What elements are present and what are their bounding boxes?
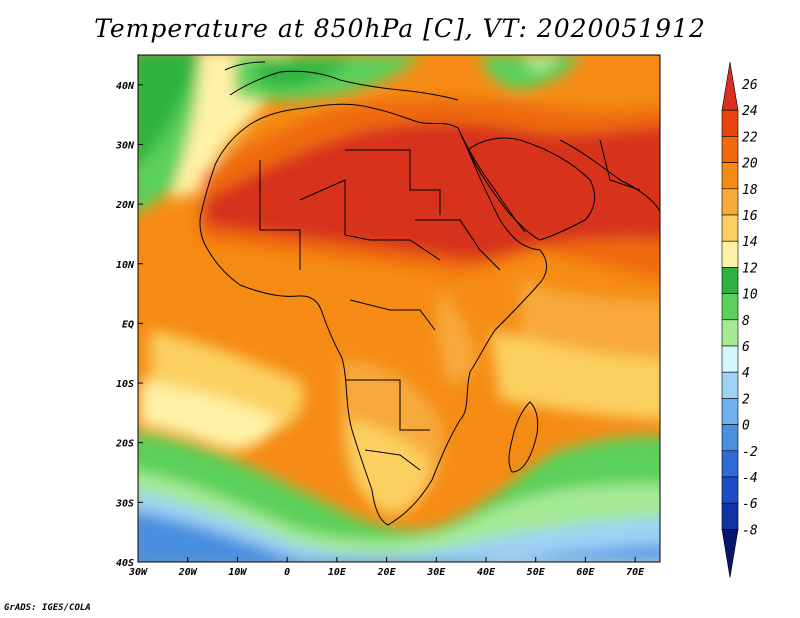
colorbar-label: 0 bbox=[742, 419, 750, 434]
x-tick-label: 10W bbox=[228, 567, 247, 578]
colorbar-swatch bbox=[721, 267, 739, 294]
colorbar-swatch bbox=[721, 61, 739, 111]
x-tick-label: 20E bbox=[377, 567, 397, 578]
colorbar-swatch bbox=[721, 502, 739, 530]
colorbar-label: 12 bbox=[742, 261, 758, 276]
colorbar-swatch bbox=[721, 136, 739, 163]
y-tick-label: 30N bbox=[115, 140, 135, 151]
y-tick-label: 10S bbox=[116, 379, 134, 390]
colorbar-swatch bbox=[721, 109, 739, 137]
colorbar-swatch bbox=[721, 371, 739, 399]
colorbar-swatch bbox=[721, 424, 739, 452]
colorbar-label: -2 bbox=[742, 445, 758, 460]
colorbar-label: 10 bbox=[742, 288, 758, 303]
colorbar-swatch bbox=[721, 188, 739, 216]
credit-text: GrADS: IGES/COLA bbox=[4, 603, 91, 613]
x-tick-label: 20W bbox=[178, 567, 198, 578]
coastlines-and-borders bbox=[199, 61, 660, 526]
colorbar-label: 24 bbox=[742, 104, 758, 119]
temperature-field bbox=[138, 55, 660, 562]
y-tick-label: 10N bbox=[116, 260, 135, 271]
colorbar-swatch bbox=[721, 319, 739, 347]
x-tick-label: 30W bbox=[128, 567, 148, 578]
colorbar-label: 6 bbox=[742, 340, 750, 355]
colorbar-swatch bbox=[721, 476, 739, 504]
y-tick-label: EQ bbox=[122, 319, 134, 330]
colorbar-swatch bbox=[721, 450, 739, 478]
colorbar-swatch bbox=[721, 529, 739, 578]
x-tick-label: 30E bbox=[426, 567, 446, 578]
colorbar-label: 22 bbox=[742, 130, 758, 145]
y-axis: 40N 30N 20N 10N EQ 10S 20S 30S 40S bbox=[115, 81, 143, 569]
x-axis: 30W 20W 10W 0 10E 20E 30E 40E 50E 60E 70E bbox=[128, 557, 645, 578]
colorbar-label: 8 bbox=[742, 314, 750, 329]
x-tick-label: 70E bbox=[626, 567, 645, 578]
colorbar-label: -4 bbox=[742, 471, 758, 486]
y-tick-label: 20N bbox=[115, 200, 135, 211]
colorbar-label: 26 bbox=[742, 78, 758, 93]
colorbar-label: 20 bbox=[742, 157, 758, 172]
colorbar-label: 4 bbox=[742, 366, 750, 381]
colorbar-label: -6 bbox=[742, 497, 758, 512]
plot-frame bbox=[137, 54, 661, 563]
colorbar-label: 16 bbox=[742, 209, 758, 224]
colorbar-label: 18 bbox=[742, 183, 758, 198]
colorbar-label: 2 bbox=[742, 392, 750, 407]
x-tick-label: 10E bbox=[328, 567, 347, 578]
colorbar-swatch bbox=[721, 214, 739, 242]
map-title: Temperature at 850hPa [C], VT: 202005191… bbox=[94, 14, 706, 43]
x-tick-label: 60E bbox=[576, 567, 595, 578]
y-tick-label: 40S bbox=[116, 558, 134, 569]
y-tick-label: 40N bbox=[116, 81, 135, 92]
colorbar-swatch bbox=[721, 398, 739, 425]
colorbar-swatch bbox=[721, 240, 739, 268]
colorbar-label: 14 bbox=[742, 235, 758, 250]
y-tick-label: 30S bbox=[115, 498, 134, 509]
colorbar-swatch bbox=[721, 293, 739, 321]
x-tick-label: 0 bbox=[284, 567, 290, 578]
colorbar-swatch bbox=[721, 345, 739, 373]
x-tick-label: 50E bbox=[527, 567, 546, 578]
x-tick-label: 40E bbox=[477, 567, 496, 578]
colorbar-label: -8 bbox=[742, 523, 758, 538]
y-tick-label: 20S bbox=[115, 439, 134, 450]
colorbar-swatch bbox=[721, 162, 739, 190]
